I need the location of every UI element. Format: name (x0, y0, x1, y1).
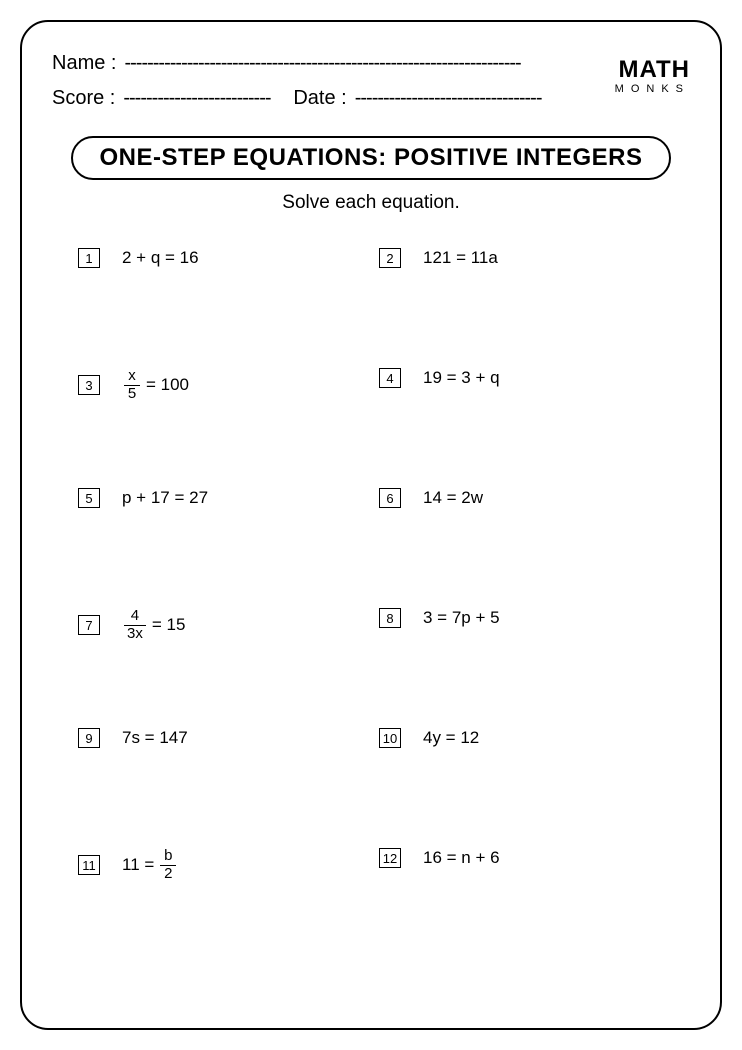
worksheet-subtitle: Solve each equation. (52, 192, 690, 214)
equation: 14 = 2w (423, 488, 483, 508)
fraction-numerator: 4 (128, 608, 142, 625)
logo-top-text: MATH (615, 58, 690, 82)
equation-text: 16 = n + 6 (423, 848, 500, 868)
equation-text: p + 17 = 27 (122, 488, 208, 508)
equation: p + 17 = 27 (122, 488, 208, 508)
fraction-numerator: x (125, 368, 139, 385)
equation-lhs: 11 = (122, 855, 154, 875)
problem-number-box: 1 (78, 248, 100, 268)
problem-number-box: 7 (78, 615, 100, 635)
score-date-row: Score : -------------------------- Date … (52, 87, 690, 110)
problem-9: 9 7s = 147 (78, 728, 379, 748)
fraction: 43x (124, 608, 146, 642)
equation-rhs: = 15 (152, 615, 186, 635)
header: Name : ---------------------------------… (52, 52, 690, 110)
score-blank-line[interactable]: -------------------------- (123, 87, 283, 110)
problem-3: 3 x5 = 100 (78, 368, 379, 402)
worksheet-title: ONE-STEP EQUATIONS: POSITIVE INTEGERS (71, 136, 670, 180)
equation-text: 2 + q = 16 (122, 248, 199, 268)
fraction-denominator: 2 (161, 866, 175, 883)
equation: 7s = 147 (122, 728, 188, 748)
title-section: ONE-STEP EQUATIONS: POSITIVE INTEGERS So… (52, 136, 690, 214)
problem-number-box: 4 (379, 368, 401, 388)
problem-row: 7 43x = 15 8 3 = 7p + 5 (78, 608, 680, 728)
problems-grid: 12 + q = 162121 = 11a3x5 = 100419 = 3 + … (52, 248, 690, 968)
problem-number-box: 6 (379, 488, 401, 508)
equation: 121 = 11a (423, 248, 498, 268)
problem-row: 5 p + 17 = 27 6 14 = 2w (78, 488, 680, 608)
logo-bottom-text: MONKS (615, 84, 690, 95)
fraction-denominator: 3x (124, 626, 146, 643)
equation: 43x = 15 (122, 608, 185, 642)
equation-text: 7s = 147 (122, 728, 188, 748)
problem-11: 11 11 = b2 (78, 848, 379, 882)
problem-row: 9 7s = 147 10 4y = 12 (78, 728, 680, 848)
equation-text: 121 = 11a (423, 248, 498, 268)
fraction-numerator: b (161, 848, 175, 865)
problem-number-box: 10 (379, 728, 401, 748)
problem-6: 6 14 = 2w (379, 488, 680, 508)
problem-number-box: 11 (78, 855, 100, 875)
worksheet-frame: Name : ---------------------------------… (20, 20, 722, 1030)
fraction: b2 (160, 848, 176, 882)
date-blank-line[interactable]: --------------------------------- (355, 87, 565, 110)
score-label: Score : (52, 87, 115, 110)
problem-number-box: 3 (78, 375, 100, 395)
equation-text: 19 = 3 + q (423, 368, 500, 388)
equation: 16 = n + 6 (423, 848, 500, 868)
equation-rhs: = 100 (146, 375, 189, 395)
name-blank-line[interactable]: ----------------------------------------… (124, 52, 554, 75)
problem-5: 5 p + 17 = 27 (78, 488, 379, 508)
equation: 11 = b2 (122, 848, 178, 882)
problem-4: 4 19 = 3 + q (379, 368, 680, 388)
fraction: x5 (124, 368, 140, 402)
date-label: Date : (293, 87, 346, 110)
problem-row: 11 11 = b2 12 16 = n + 6 (78, 848, 680, 968)
equation: 19 = 3 + q (423, 368, 500, 388)
name-label: Name : (52, 52, 116, 75)
logo: MATH MONKS (615, 58, 690, 95)
equation-text: 4y = 12 (423, 728, 479, 748)
problem-row: 3 x5 = 100 4 19 = 3 + q (78, 368, 680, 488)
problem-number-box: 8 (379, 608, 401, 628)
problem-12: 12 16 = n + 6 (379, 848, 680, 868)
equation: 2 + q = 16 (122, 248, 199, 268)
problem-7: 7 43x = 15 (78, 608, 379, 642)
problem-row: 1 2 + q = 16 2 121 = 11a (78, 248, 680, 368)
problem-8: 8 3 = 7p + 5 (379, 608, 680, 628)
problem-number-box: 5 (78, 488, 100, 508)
problem-number-box: 12 (379, 848, 401, 868)
name-field-row: Name : ---------------------------------… (52, 52, 690, 75)
problem-number-box: 2 (379, 248, 401, 268)
equation-text: 3 = 7p + 5 (423, 608, 500, 628)
fraction-denominator: 5 (125, 386, 139, 403)
equation: 4y = 12 (423, 728, 479, 748)
equation: x5 = 100 (122, 368, 189, 402)
problem-2: 2 121 = 11a (379, 248, 680, 268)
equation-text: 14 = 2w (423, 488, 483, 508)
problem-1: 1 2 + q = 16 (78, 248, 379, 268)
equation: 3 = 7p + 5 (423, 608, 500, 628)
problem-number-box: 9 (78, 728, 100, 748)
problem-10: 10 4y = 12 (379, 728, 680, 748)
